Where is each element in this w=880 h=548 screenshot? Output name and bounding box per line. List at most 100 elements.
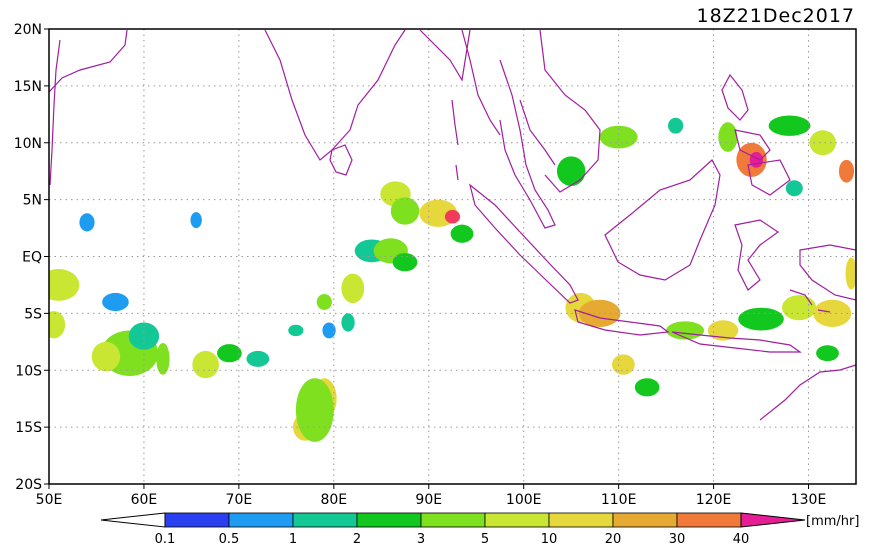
colorbar-tick-label: 5: [481, 532, 489, 544]
precip-cell: [128, 322, 160, 350]
plot-area: [49, 29, 856, 484]
latitude-axis: 20N 15N 10N 5N EQ 5S 10S 15S 20S: [14, 22, 49, 493]
coast-mindanao: [747, 159, 791, 196]
coast-borneo: [604, 159, 721, 281]
coast-india: [264, 29, 406, 161]
lon-tick-label: 50E: [36, 492, 63, 508]
lat-tick-label: 5S: [24, 306, 42, 322]
precip-cell: [192, 350, 219, 379]
lon-tick-label: 60E: [131, 492, 158, 508]
lat-tick-label: 15N: [14, 79, 42, 95]
colorbar-tick-label: 30: [669, 532, 686, 544]
coast-indochina: [539, 29, 601, 193]
coast-new-guinea: [799, 244, 856, 301]
colorbar-min-arrow: [100, 512, 166, 528]
precip-cell: [341, 313, 355, 332]
precip-cell: [450, 224, 474, 243]
lon-tick-label: 70E: [226, 492, 253, 508]
precip-cell: [295, 378, 334, 442]
coast-india-west: [49, 29, 128, 93]
precip-cell: [813, 299, 852, 328]
coast-maluku: [789, 289, 831, 313]
colorbar-unit: [mm/hr]: [806, 514, 859, 529]
colorbar-swatch: [356, 512, 422, 528]
colorbar-swatch: [548, 512, 614, 528]
coastlines: [49, 29, 856, 421]
precip-cell: [444, 209, 461, 224]
lon-tick-label: 120E: [696, 492, 732, 508]
lat-tick-label: 5N: [23, 193, 42, 209]
colorbar-max-arrow: [740, 512, 806, 528]
colorbar-swatch: [612, 512, 678, 528]
colorbar-tick-label: 10: [541, 532, 558, 544]
lat-tick-label: 20N: [14, 22, 42, 38]
colorbar-tick-label: 20: [605, 532, 622, 544]
coast-luzon: [721, 73, 749, 121]
lat-tick-label: EQ: [22, 250, 42, 266]
precip-cell: [707, 320, 739, 341]
colorbar-tick-label: 1: [289, 532, 297, 544]
precip-cell: [556, 156, 586, 186]
lon-tick-label: 100E: [506, 492, 542, 508]
precip-cell: [288, 324, 304, 337]
precip-cell: [809, 130, 837, 156]
precip-cell: [392, 253, 418, 272]
lat-tick-label: 10N: [14, 136, 42, 152]
coast-gulf-thailand: [519, 99, 556, 166]
precipitation-layer: [49, 115, 856, 442]
coast-visayas: [734, 129, 771, 161]
colorbar-swatch: [484, 512, 550, 528]
precip-cell: [91, 341, 121, 372]
precip-cell: [718, 122, 738, 152]
colorbar-tick-label: 2: [353, 532, 361, 544]
precip-cell: [634, 378, 660, 397]
coast-malay: [499, 59, 556, 229]
precip-cell: [785, 180, 803, 197]
precip-cell: [666, 321, 705, 340]
colorbar-tick-label: 0.1: [155, 532, 176, 544]
longitude-axis: 50E 60E 70E 80E 90E 100E 110E 120E 130E: [36, 484, 827, 508]
precip-cell: [816, 345, 839, 362]
colorbar-swatch: [164, 512, 230, 528]
lon-tick-label: 80E: [320, 492, 347, 508]
coast-java: [574, 309, 670, 336]
precip-cell: [668, 117, 684, 134]
colorbar-swatch: [676, 512, 742, 528]
precip-cell: [156, 342, 170, 375]
coast-andaman: [451, 99, 459, 181]
precip-cell: [49, 311, 66, 339]
precip-cell: [838, 159, 855, 183]
precip-cell: [79, 213, 95, 232]
coast-sri-lanka: [329, 144, 353, 176]
coast-bay-of-bengal: [419, 29, 471, 82]
precip-cell: [781, 295, 817, 321]
precip-cell: [768, 115, 811, 136]
coast-lesser-sunda: [671, 331, 802, 353]
coast-sulawesi: [734, 219, 780, 291]
coast-africa: [49, 39, 61, 186]
precip-cell: [190, 212, 202, 229]
lat-tick-label: 10S: [15, 363, 42, 379]
lat-tick-label: 20S: [15, 477, 42, 493]
colorbar: 0.1 0.5 1 2 3 5 10 20 30 40 [mm/hr]: [100, 512, 859, 547]
grid-lines: [49, 29, 856, 484]
precip-cell: [322, 322, 336, 339]
precip-cell: [738, 307, 784, 331]
map-title: 18Z21Dec2017: [697, 5, 856, 27]
lat-tick-label: 15S: [15, 420, 42, 436]
precip-cell: [316, 294, 332, 310]
coast-myanmar: [461, 29, 501, 136]
lon-tick-label: 130E: [791, 492, 827, 508]
lon-tick-label: 110E: [601, 492, 637, 508]
colorbar-tick-label: 0.5: [219, 532, 240, 544]
colorbar-swatch: [228, 512, 294, 528]
colorbar-tick-label: 3: [417, 532, 425, 544]
coast-sumatra: [468, 183, 579, 304]
precip-cell: [246, 350, 270, 367]
coast-australia: [759, 364, 856, 421]
precip-cell: [599, 125, 638, 149]
precip-cell: [845, 257, 856, 290]
lon-tick-label: 90E: [415, 492, 442, 508]
precip-cell: [612, 354, 635, 375]
